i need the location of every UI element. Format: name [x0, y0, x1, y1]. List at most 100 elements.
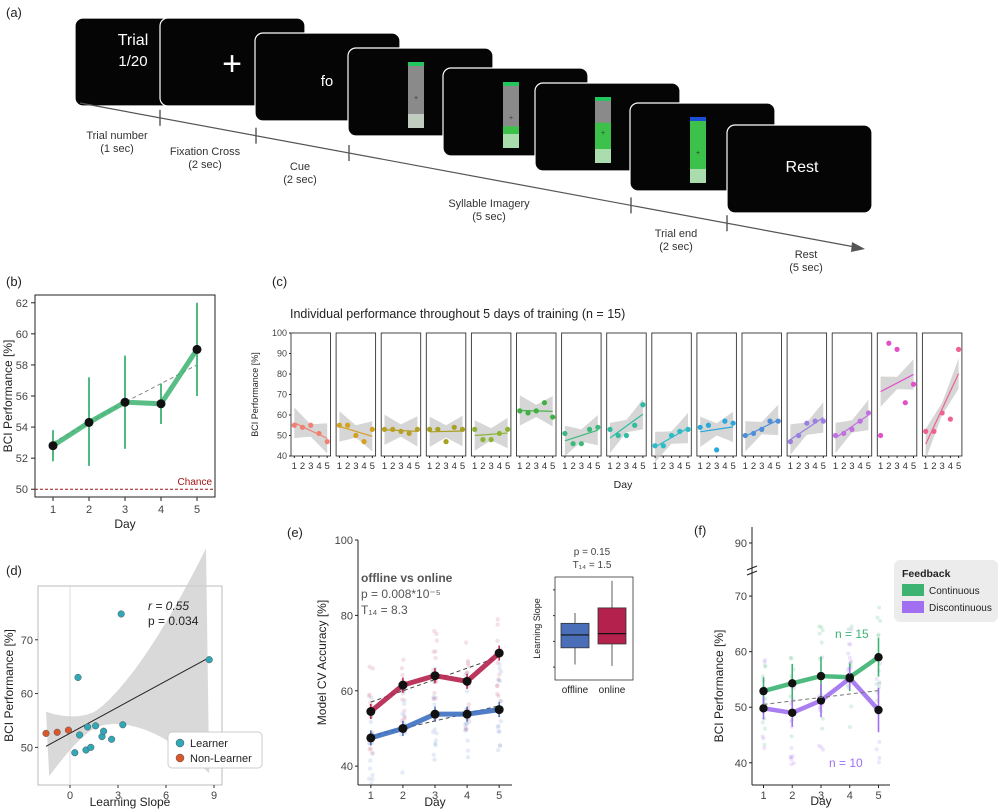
x-axis-label-d: Learning Slope: [90, 795, 171, 809]
x-tick-label-c: 4: [542, 461, 547, 472]
non-learner-point: [53, 728, 61, 736]
data-point: [902, 400, 908, 406]
mean-point-b: [120, 397, 130, 407]
subject-dot-e: [497, 743, 503, 748]
subject-dot-e: [431, 696, 437, 702]
subject-dot-f: [849, 659, 854, 664]
x-tick-label-c: 1: [472, 461, 477, 472]
y-tick-label-b: 54: [16, 422, 28, 434]
data-point: [632, 422, 638, 428]
x-tick-label-c: 2: [886, 461, 891, 472]
imagery-bar-fill: [690, 121, 706, 183]
subject-dot-e: [401, 716, 407, 722]
timeline-label-3: Cue: [290, 161, 310, 173]
panel-label-b: (b): [6, 274, 22, 289]
y-axis-label-d: BCI Performance [%]: [2, 629, 16, 742]
y-tick-label-b: 60: [16, 329, 28, 341]
subject-dot-f: [820, 726, 825, 731]
subject-dot-e: [432, 690, 437, 696]
legend-box-d: [167, 731, 263, 769]
mean-point-offline: [462, 709, 472, 719]
subject-dot-e: [465, 755, 471, 760]
imagery-bar-cap: [503, 82, 519, 86]
subject-dot-f: [877, 605, 882, 610]
x-tick-label-c: 5: [595, 461, 600, 472]
subject-dot-e: [464, 727, 469, 732]
regression-line-4: [429, 430, 463, 433]
subject-dot-f: [760, 674, 765, 679]
x-tick-label-c: 4: [812, 461, 817, 472]
learner-point: [92, 722, 100, 730]
data-point: [414, 426, 421, 432]
x-tick-label-c: 4: [587, 461, 592, 472]
imagery-bar-base: [595, 149, 611, 163]
data-point: [480, 437, 486, 443]
x-tick-label-c: 5: [866, 461, 871, 472]
regression-line-14: [880, 373, 914, 393]
timeline-duration-3: (2 sec): [283, 174, 317, 186]
x-tick-label-c: 1: [337, 461, 342, 472]
x-axis-label-c: Day: [614, 479, 633, 491]
x-tick-label-c: 3: [534, 461, 539, 472]
mean-point-continuous: [759, 686, 768, 696]
x-tick-label-c: 3: [669, 461, 674, 472]
timeline-label-5: Trial end: [655, 228, 697, 240]
screen-text-trial: Trial: [118, 32, 149, 49]
subject-dot-f: [874, 682, 879, 687]
subject-dot-e: [434, 731, 439, 736]
x-tick-label-c: 2: [300, 461, 305, 472]
inset-box-online: [597, 607, 627, 645]
data-point: [369, 426, 375, 432]
data-point: [595, 424, 601, 430]
subject-dot-f: [847, 724, 852, 729]
y-tick-label-f: 40: [735, 758, 747, 770]
subject-dot-f: [789, 762, 794, 767]
data-point: [705, 422, 712, 428]
timeline-label-1: Trial number: [86, 130, 148, 142]
data-point: [525, 410, 531, 416]
mean-point-offline: [366, 733, 376, 743]
data-point: [550, 414, 556, 420]
mean-point-discontinuous: [845, 674, 854, 683]
x-tick-label-c: 4: [452, 461, 457, 472]
subject-dot-e: [496, 729, 501, 734]
x-tick-label-e: 3: [432, 790, 438, 802]
subject-dot-e: [402, 713, 407, 718]
subject-dot-e: [366, 693, 372, 699]
x-tick-label-c: 5: [505, 461, 510, 472]
subject-dot-e: [370, 750, 375, 756]
data-point: [877, 432, 884, 439]
x-tick-label-c: 2: [390, 461, 395, 472]
x-tick-label-c: 5: [821, 461, 826, 472]
subject-dot-e: [466, 719, 472, 724]
data-point: [722, 418, 728, 424]
y-tick-label-b: 56: [16, 391, 28, 403]
subject-dot-e: [464, 689, 470, 694]
x-tick-label-e: 5: [496, 790, 502, 802]
subject-dot-f: [849, 627, 854, 632]
screen-text-cue: fo: [321, 73, 334, 90]
subject-dot-e: [367, 746, 373, 752]
subject-dot-f: [819, 625, 824, 630]
x-tick-label-c: 2: [570, 461, 575, 472]
subject-dot-e: [367, 664, 372, 670]
subject-dot-e: [432, 757, 437, 762]
facet-frame-12: [786, 332, 828, 457]
mean-point-online: [430, 671, 440, 681]
timeline-duration-2: (2 sec): [188, 159, 222, 171]
legend-swatch-continuous: [902, 584, 924, 596]
subject-dot-e: [496, 672, 502, 677]
subject-dot-f: [878, 618, 883, 623]
subject-dot-e: [431, 649, 436, 655]
legend-swatch-discontinuous: [902, 601, 924, 613]
imagery-bar-bg: [408, 66, 424, 128]
subject-dot-e: [497, 743, 503, 748]
subject-dot-f: [846, 627, 851, 632]
subject-dot-e: [496, 677, 502, 683]
data-point: [820, 418, 826, 424]
x-tick-label-c: 1: [788, 461, 793, 472]
mean-point-discontinuous: [788, 708, 797, 717]
data-point: [759, 426, 765, 432]
subject-dot-f: [788, 755, 793, 760]
mean-point-offline: [398, 723, 408, 733]
